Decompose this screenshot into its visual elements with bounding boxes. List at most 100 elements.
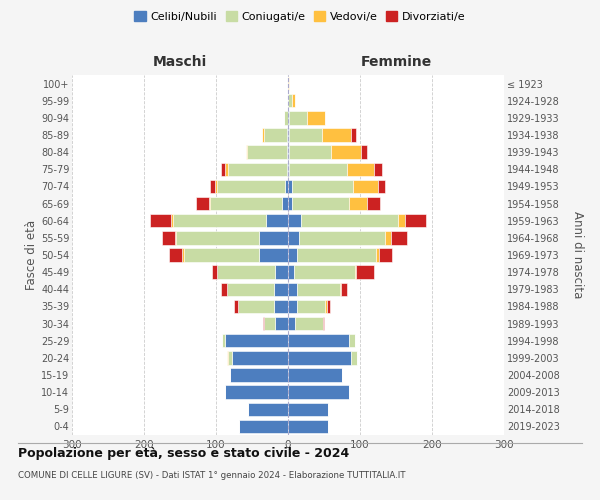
Bar xyxy=(230,368,288,382)
Bar xyxy=(322,128,350,141)
Bar xyxy=(209,180,215,193)
Text: Popolazione per età, sesso e stato civile - 2024: Popolazione per età, sesso e stato civil… xyxy=(18,448,349,460)
Bar xyxy=(282,197,288,210)
Bar xyxy=(295,317,323,330)
Bar xyxy=(327,300,330,313)
Bar xyxy=(288,266,294,279)
Bar xyxy=(367,197,380,210)
Bar xyxy=(184,248,259,262)
Bar xyxy=(227,162,287,176)
Bar xyxy=(217,266,275,279)
Bar xyxy=(275,266,288,279)
Bar xyxy=(232,351,288,364)
Bar xyxy=(224,334,288,347)
Bar xyxy=(296,300,325,313)
Bar xyxy=(264,317,275,330)
Bar xyxy=(352,351,357,364)
Bar xyxy=(289,111,307,124)
Bar xyxy=(262,128,263,141)
Bar xyxy=(340,282,341,296)
Bar xyxy=(288,128,289,141)
Bar xyxy=(162,231,175,244)
Text: COMUNE DI CELLE LIGURE (SV) - Dati ISTAT 1° gennaio 2024 - Elaborazione TUTTITAL: COMUNE DI CELLE LIGURE (SV) - Dati ISTAT… xyxy=(18,470,406,480)
Bar xyxy=(307,111,325,124)
Bar xyxy=(398,214,406,228)
Bar xyxy=(238,300,274,313)
Y-axis label: Fasce di età: Fasce di età xyxy=(25,220,38,290)
Bar xyxy=(288,386,349,399)
Bar xyxy=(406,214,425,228)
Bar xyxy=(263,128,287,141)
Bar xyxy=(356,266,374,279)
Bar xyxy=(288,282,296,296)
Bar xyxy=(288,111,289,124)
Bar xyxy=(284,111,288,124)
Bar xyxy=(224,162,227,176)
Bar xyxy=(228,351,232,364)
Bar xyxy=(353,180,378,193)
Bar xyxy=(288,180,292,193)
Bar xyxy=(349,334,355,347)
Bar xyxy=(288,214,301,228)
Bar xyxy=(292,94,295,108)
Bar xyxy=(323,317,324,330)
Bar xyxy=(222,334,224,347)
Bar xyxy=(285,180,288,193)
Bar xyxy=(341,282,347,296)
Bar xyxy=(347,162,374,176)
Bar xyxy=(391,231,407,244)
Bar xyxy=(378,180,385,193)
Bar xyxy=(227,351,228,364)
Bar xyxy=(385,231,391,244)
Bar xyxy=(288,197,292,210)
Bar xyxy=(175,231,176,244)
Bar xyxy=(288,300,296,313)
Bar xyxy=(292,180,353,193)
Bar xyxy=(287,146,288,159)
Bar xyxy=(173,214,266,228)
Bar xyxy=(325,300,327,313)
Bar xyxy=(288,231,299,244)
Bar xyxy=(355,266,356,279)
Bar xyxy=(169,248,182,262)
Bar xyxy=(301,214,398,228)
Bar xyxy=(288,420,328,433)
Bar xyxy=(289,162,347,176)
Bar xyxy=(234,300,238,313)
Bar xyxy=(288,77,289,90)
Bar xyxy=(289,146,331,159)
Bar xyxy=(266,214,288,228)
Bar xyxy=(259,231,288,244)
Bar xyxy=(350,128,356,141)
Bar xyxy=(274,282,288,296)
Bar xyxy=(196,197,209,210)
Bar xyxy=(227,282,274,296)
Bar xyxy=(288,351,352,364)
Bar xyxy=(288,317,295,330)
Bar xyxy=(209,197,210,210)
Bar xyxy=(296,248,376,262)
Bar xyxy=(376,248,379,262)
Bar xyxy=(331,146,361,159)
Bar xyxy=(275,317,288,330)
Bar xyxy=(288,368,342,382)
Bar xyxy=(176,231,259,244)
Bar xyxy=(239,420,288,433)
Bar xyxy=(217,180,285,193)
Bar xyxy=(263,317,264,330)
Bar xyxy=(379,248,392,262)
Bar xyxy=(296,282,340,296)
Bar xyxy=(212,266,217,279)
Bar xyxy=(288,162,289,176)
Bar xyxy=(182,248,184,262)
Bar xyxy=(224,386,288,399)
Bar xyxy=(288,334,349,347)
Bar xyxy=(221,282,227,296)
Y-axis label: Anni di nascita: Anni di nascita xyxy=(571,212,584,298)
Bar xyxy=(292,197,349,210)
Bar xyxy=(287,162,288,176)
Bar xyxy=(221,162,224,176)
Bar xyxy=(289,128,322,141)
Bar xyxy=(210,197,282,210)
Bar xyxy=(288,146,289,159)
